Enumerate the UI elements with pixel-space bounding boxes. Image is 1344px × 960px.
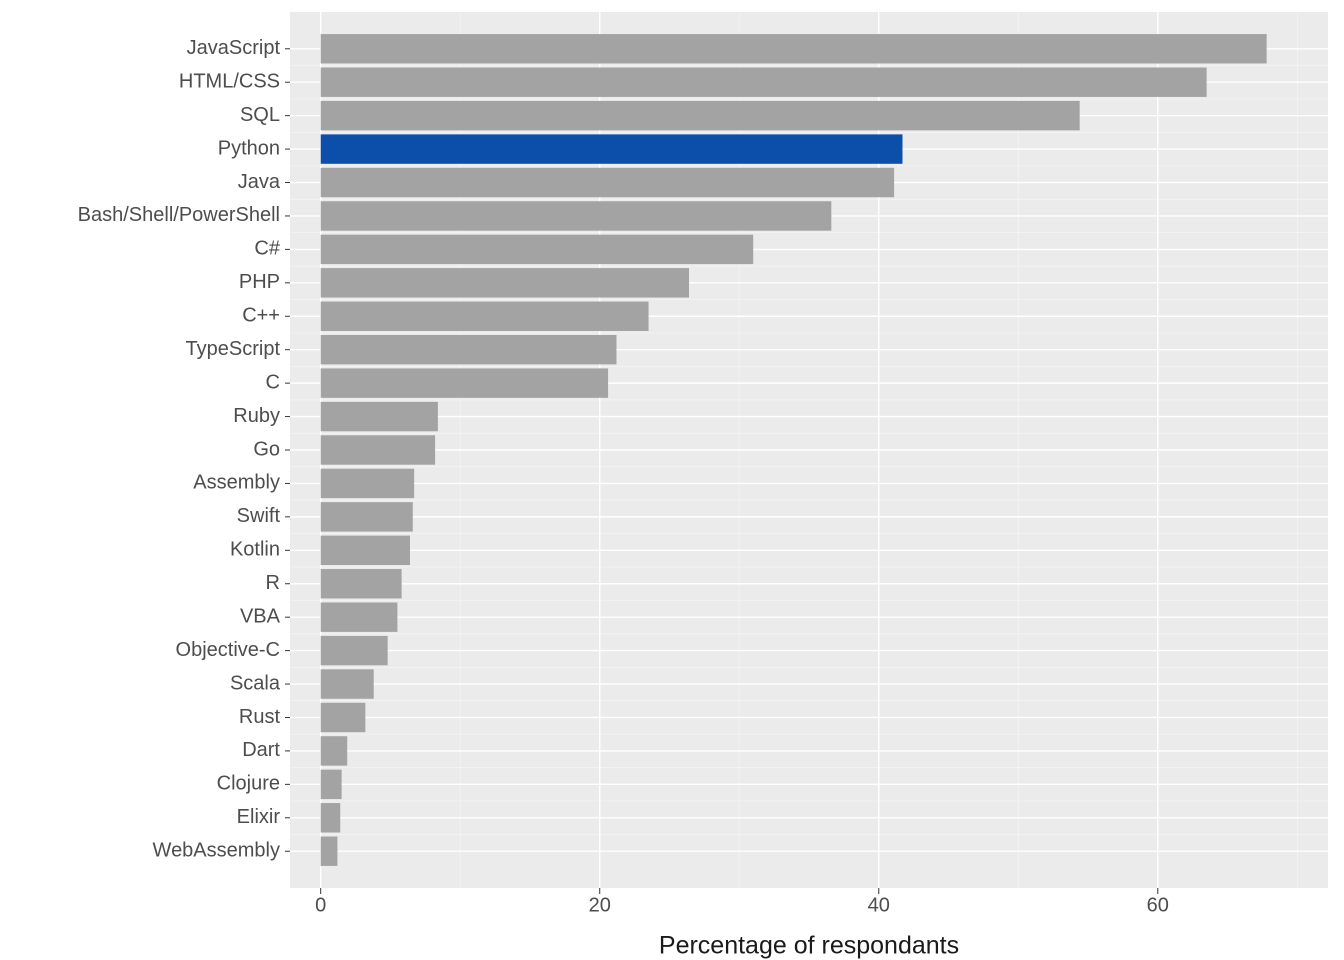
bar: [321, 803, 341, 832]
x-axis-tick-label: 60: [1147, 895, 1169, 917]
bar: [321, 368, 608, 397]
y-axis-label: R: [266, 572, 280, 594]
y-axis-label: Swift: [237, 505, 281, 527]
bar: [321, 402, 438, 431]
bar: [321, 837, 338, 866]
y-axis-label: Go: [253, 438, 280, 460]
x-axis-tick-label: 40: [868, 895, 890, 917]
y-axis-label: Rust: [239, 706, 281, 728]
bar: [321, 101, 1080, 130]
bar: [321, 302, 649, 331]
y-axis-label: Clojure: [217, 773, 280, 795]
bar: [321, 569, 402, 598]
bar: [321, 68, 1207, 97]
y-axis-label: PHP: [239, 271, 280, 293]
bar: [321, 335, 617, 364]
chart-container: JavaScript HTML/CSS SQL Python Java Bash/Shel…: [0, 0, 1344, 960]
y-axis-label: WebAssembly: [153, 840, 280, 862]
bar: [321, 201, 832, 230]
y-axis-label: SQL: [240, 104, 280, 126]
bar: [321, 134, 903, 163]
y-axis-label: TypeScript: [186, 338, 281, 360]
y-axis-label: Java: [238, 171, 281, 193]
bar: [321, 469, 414, 498]
y-axis-label: JavaScript: [187, 37, 281, 59]
bar-chart: JavaScript HTML/CSS SQL Python Java Bash/Shel…: [0, 0, 1344, 960]
y-axis-label: VBA: [240, 605, 281, 627]
bar: [321, 736, 348, 765]
y-axis-label: Dart: [242, 739, 280, 761]
bar: [321, 770, 342, 799]
y-axis-label: Python: [218, 137, 280, 159]
bar: [321, 636, 388, 665]
x-axis-tick-label: 20: [589, 895, 611, 917]
bar: [321, 268, 689, 297]
y-axis-label: C++: [242, 305, 280, 327]
bar: [321, 235, 754, 264]
bar: [321, 703, 366, 732]
y-axis-label: Kotlin: [230, 539, 280, 561]
y-axis-label: HTML/CSS: [179, 70, 280, 92]
bar: [321, 435, 435, 464]
bar: [321, 669, 374, 698]
y-axis-label: Assembly: [193, 472, 280, 494]
y-axis-label: C#: [254, 238, 280, 260]
y-axis-label: Elixir: [237, 806, 281, 828]
y-axis-label: Bash/Shell/PowerShell: [78, 204, 280, 226]
y-axis-label: Objective-C: [176, 639, 280, 661]
y-axis-label: C: [266, 371, 280, 393]
bar: [321, 502, 413, 531]
bar: [321, 34, 1267, 63]
x-axis-title: Percentage of respondants: [659, 932, 959, 960]
y-axis-label: Scala: [230, 672, 281, 694]
x-axis-tick-label: 0: [315, 895, 326, 917]
bar: [321, 602, 398, 631]
bar: [321, 168, 894, 197]
bar: [321, 536, 410, 565]
y-axis-label: Ruby: [233, 405, 280, 427]
